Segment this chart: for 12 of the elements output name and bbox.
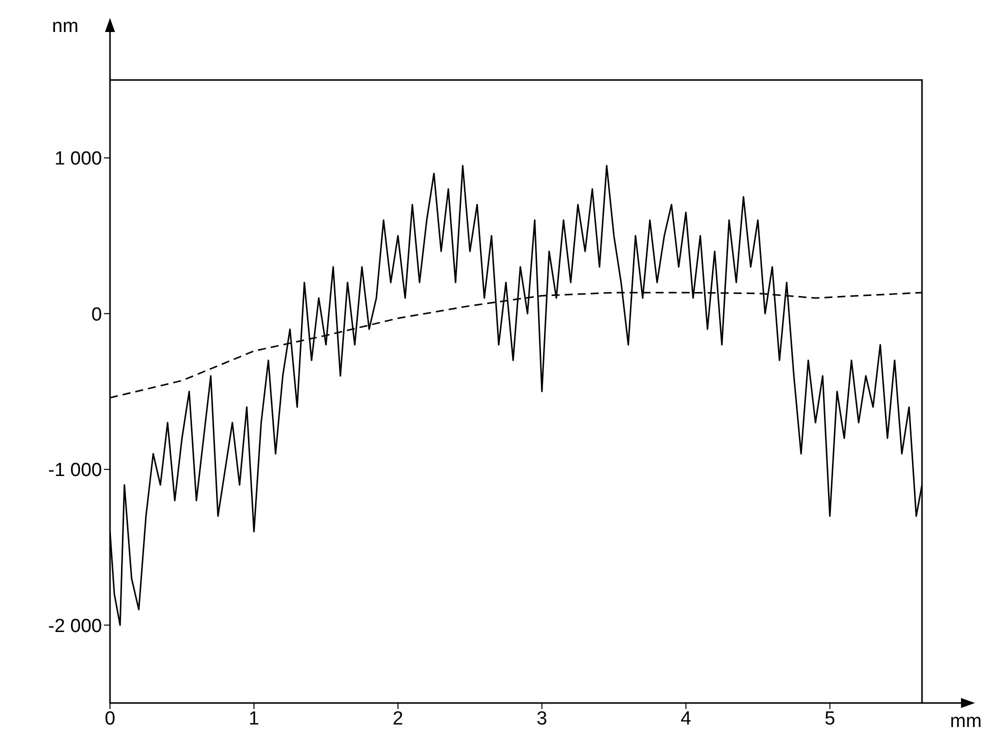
y-tick-label: 0 [91, 304, 102, 326]
x-axis-title: mm [950, 711, 982, 733]
x-tick-label: 4 [680, 708, 692, 730]
x-tick-label: 2 [392, 708, 404, 730]
y-tick-label: -1 000 [48, 460, 102, 482]
x-tick-label: 0 [104, 708, 116, 730]
x-tick-label: 5 [824, 708, 836, 730]
y-axis-title: nm [52, 16, 78, 38]
x-tick-label: 1 [248, 708, 260, 730]
y-tick-label: -2 000 [48, 616, 102, 637]
x-tick-label: 3 [536, 708, 548, 730]
y-tick-label: 1 000 [54, 148, 102, 170]
